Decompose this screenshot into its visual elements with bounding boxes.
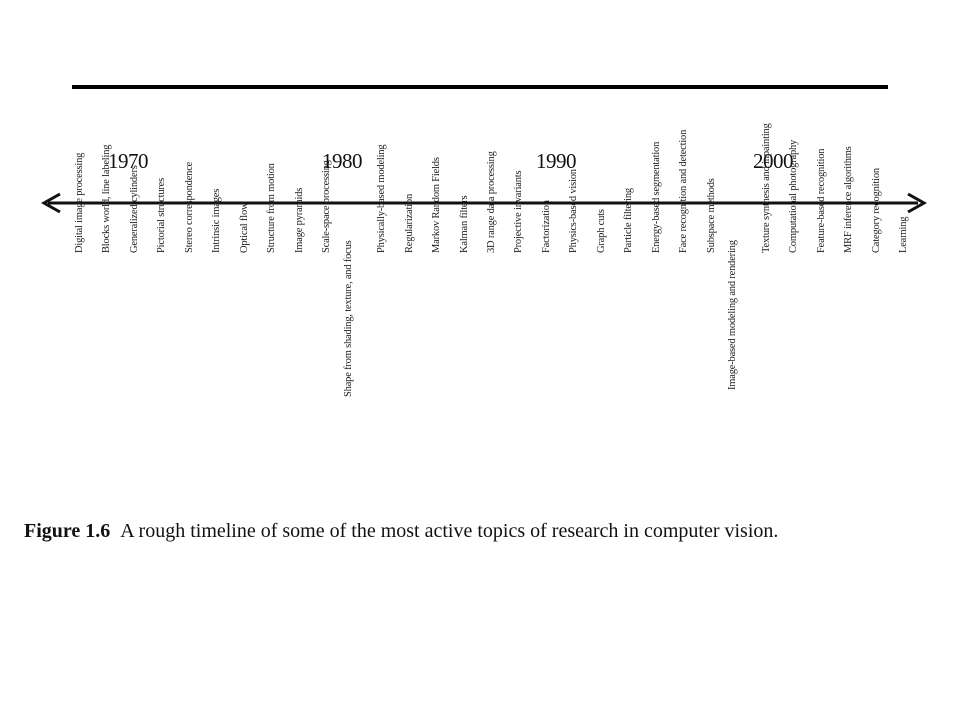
year-label: 2000 [753,149,794,173]
year-label: 1990 [536,149,577,173]
year-label: 1970 [108,149,149,173]
timeline-axis [40,192,928,214]
topic-label: Shape from shading, texture, and focus [342,240,354,397]
year-label: 1980 [322,149,363,173]
caption-text: A rough timeline of some of the most act… [120,520,779,542]
figure-label: Figure 1.6 [24,520,111,542]
top-rule [72,85,888,89]
figure-caption: Figure 1.6 A rough timeline of some of t… [24,518,940,545]
topic-label: Image-based modeling and rendering [727,240,739,390]
topic-label: Learning [898,216,909,253]
left-arrowhead [40,192,61,214]
right-arrowhead [907,192,928,214]
